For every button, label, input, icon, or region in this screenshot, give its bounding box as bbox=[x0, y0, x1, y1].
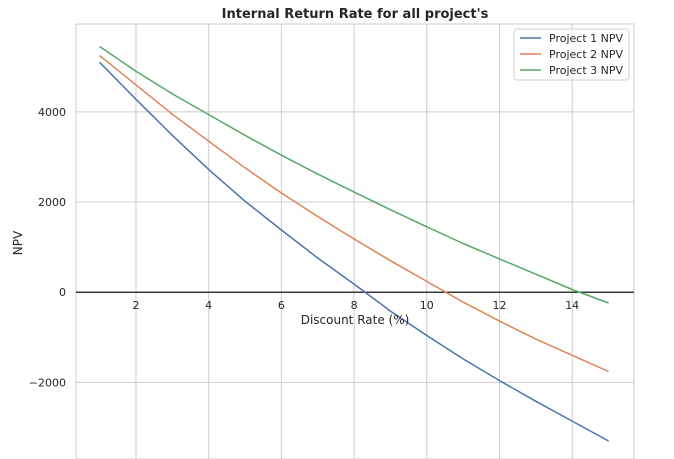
x-axis-label: Discount Rate (%) bbox=[301, 313, 410, 327]
x-tick-label: 14 bbox=[565, 299, 579, 312]
x-tick-label: 12 bbox=[492, 299, 506, 312]
y-tick-labels: −2000 0 2000 4000 bbox=[29, 106, 66, 389]
project-1-npv-line bbox=[99, 61, 609, 442]
y-tick-label: 4000 bbox=[38, 106, 66, 119]
chart-title: Internal Return Rate for all project's bbox=[222, 7, 489, 22]
project-1-npv-legend-label: Project 1 NPV bbox=[549, 32, 623, 45]
grid-lines bbox=[76, 24, 634, 459]
project-3-npv-legend-label: Project 3 NPV bbox=[549, 64, 623, 77]
legend: Project 1 NPV Project 2 NPV Project 3 NPV bbox=[513, 28, 630, 81]
x-tick-label: 4 bbox=[205, 299, 212, 312]
x-tick-label: 10 bbox=[420, 299, 434, 312]
y-tick-label: −2000 bbox=[29, 376, 66, 389]
project-2-npv-line bbox=[99, 55, 609, 373]
y-tick-label: 0 bbox=[59, 286, 66, 299]
x-tick-label: 6 bbox=[278, 299, 285, 312]
plot-frame bbox=[75, 23, 635, 459]
y-tick-label: 2000 bbox=[38, 196, 66, 209]
project-3-npv-line bbox=[99, 45, 609, 304]
y-axis-label: NPV bbox=[11, 230, 25, 255]
x-tick-label: 8 bbox=[351, 299, 358, 312]
x-tick-labels: 2 4 6 8 10 12 14 bbox=[132, 299, 579, 312]
legend-box bbox=[513, 28, 630, 81]
project-2-npv-legend-label: Project 2 NPV bbox=[549, 48, 623, 61]
x-tick-label: 2 bbox=[132, 299, 139, 312]
series-lines bbox=[99, 45, 609, 442]
legend-items: Project 1 NPV Project 2 NPV Project 3 NPV bbox=[520, 32, 623, 77]
